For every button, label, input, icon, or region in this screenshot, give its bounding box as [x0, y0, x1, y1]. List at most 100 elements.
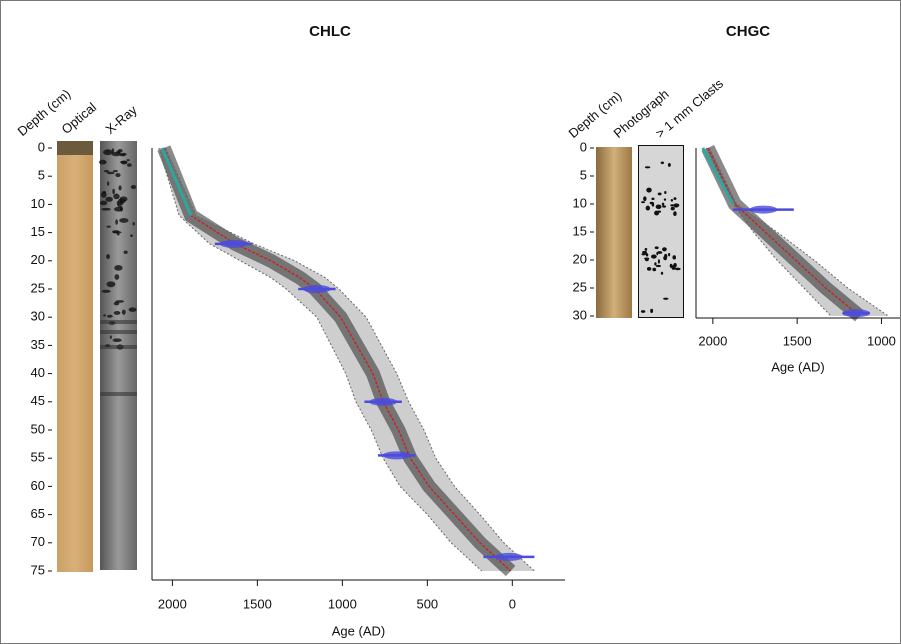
xray-blob	[120, 160, 128, 164]
clast	[657, 251, 663, 254]
xray-blob	[112, 170, 118, 173]
xray-blob	[132, 222, 135, 226]
xray-blob	[111, 152, 122, 157]
date-point	[382, 451, 411, 460]
clast-panel	[638, 145, 684, 318]
clast	[643, 250, 648, 255]
clast	[656, 251, 659, 256]
xray-blob	[101, 289, 111, 293]
clast	[640, 310, 646, 313]
clast	[663, 297, 669, 300]
xray-blob	[106, 254, 110, 260]
xray-blob	[126, 159, 130, 162]
surface-model	[160, 147, 193, 217]
x-tick-label: 1500	[243, 596, 272, 611]
clast	[643, 196, 647, 202]
date-point	[749, 205, 778, 214]
panel-title: CHGC	[726, 23, 770, 40]
xray-band	[100, 330, 137, 334]
clast	[655, 204, 662, 210]
xray-blob	[130, 234, 133, 238]
clast	[670, 206, 675, 211]
clast	[645, 253, 649, 257]
clast	[651, 254, 657, 259]
y-tick-label: 60	[31, 478, 45, 493]
clast	[670, 198, 674, 202]
xray-blob	[114, 274, 120, 280]
y-tick-label: 35	[31, 337, 45, 352]
xray-core	[100, 141, 137, 570]
clast	[657, 210, 662, 213]
clast	[672, 255, 676, 260]
clast	[664, 191, 667, 194]
clast	[650, 308, 654, 313]
xray-blob	[119, 196, 128, 202]
xray-blob	[98, 159, 107, 165]
xray-band	[100, 320, 137, 324]
y-tick-label: 30	[573, 307, 587, 322]
photo-core	[596, 147, 632, 318]
xray-band	[100, 392, 137, 396]
xray-blob	[123, 250, 128, 254]
xray-band	[100, 345, 137, 349]
clast	[663, 255, 668, 261]
y-tick-label: 0	[38, 139, 45, 154]
y-tick-label: 55	[31, 450, 45, 465]
clast	[661, 202, 665, 206]
xray-blob	[111, 148, 115, 154]
xray-blob	[128, 307, 137, 312]
xray-blob	[117, 201, 121, 208]
xray-blob	[109, 335, 112, 339]
x-tick-label: 2000	[158, 596, 187, 611]
clast	[641, 201, 645, 204]
clast	[668, 252, 671, 257]
y-tick-label: 10	[31, 196, 45, 211]
clast	[673, 197, 677, 200]
clast	[644, 166, 651, 169]
y-tick-label: 25	[573, 279, 587, 294]
xray-blob	[106, 150, 109, 153]
clast	[649, 201, 654, 205]
optical-core	[57, 141, 93, 572]
x-axis-title: Age (AD)	[771, 359, 824, 374]
clast	[660, 161, 665, 165]
xray-blob	[115, 300, 125, 303]
clast	[660, 271, 664, 275]
y-tick-label: 30	[31, 309, 45, 324]
clast	[670, 204, 675, 207]
y-tick-label: 45	[31, 393, 45, 408]
clast	[662, 247, 667, 252]
xray-blob	[105, 196, 113, 202]
xray-blob	[106, 225, 111, 228]
surface-model	[701, 147, 735, 205]
y-tick-label: 65	[31, 506, 45, 521]
xray-blob	[99, 200, 108, 206]
clast	[651, 197, 655, 201]
date-point	[302, 285, 331, 293]
core-top	[57, 141, 93, 155]
clast	[674, 267, 681, 271]
clast	[662, 205, 667, 208]
y-tick-label: 40	[31, 365, 45, 380]
xray-blob	[113, 311, 121, 315]
clast	[673, 211, 677, 217]
x-axis-title: Age (AD)	[332, 623, 385, 638]
clast	[667, 162, 671, 167]
clast	[644, 247, 648, 251]
clasts	[640, 161, 681, 313]
y-tick-label: 5	[580, 167, 587, 182]
xray-blob	[103, 314, 106, 317]
panel-title: CHLC	[309, 23, 351, 40]
clast	[669, 263, 673, 268]
date-point	[494, 552, 523, 561]
clast	[657, 192, 662, 196]
xray-blob	[114, 265, 123, 271]
y-tick-label: 10	[573, 195, 587, 210]
clast	[646, 266, 652, 271]
xray-blob	[112, 338, 122, 343]
xray-blob	[130, 185, 137, 190]
xray-blob	[103, 170, 110, 173]
date-point	[369, 397, 398, 406]
y-tick-label: 50	[31, 421, 45, 436]
xray-blob	[106, 314, 113, 318]
